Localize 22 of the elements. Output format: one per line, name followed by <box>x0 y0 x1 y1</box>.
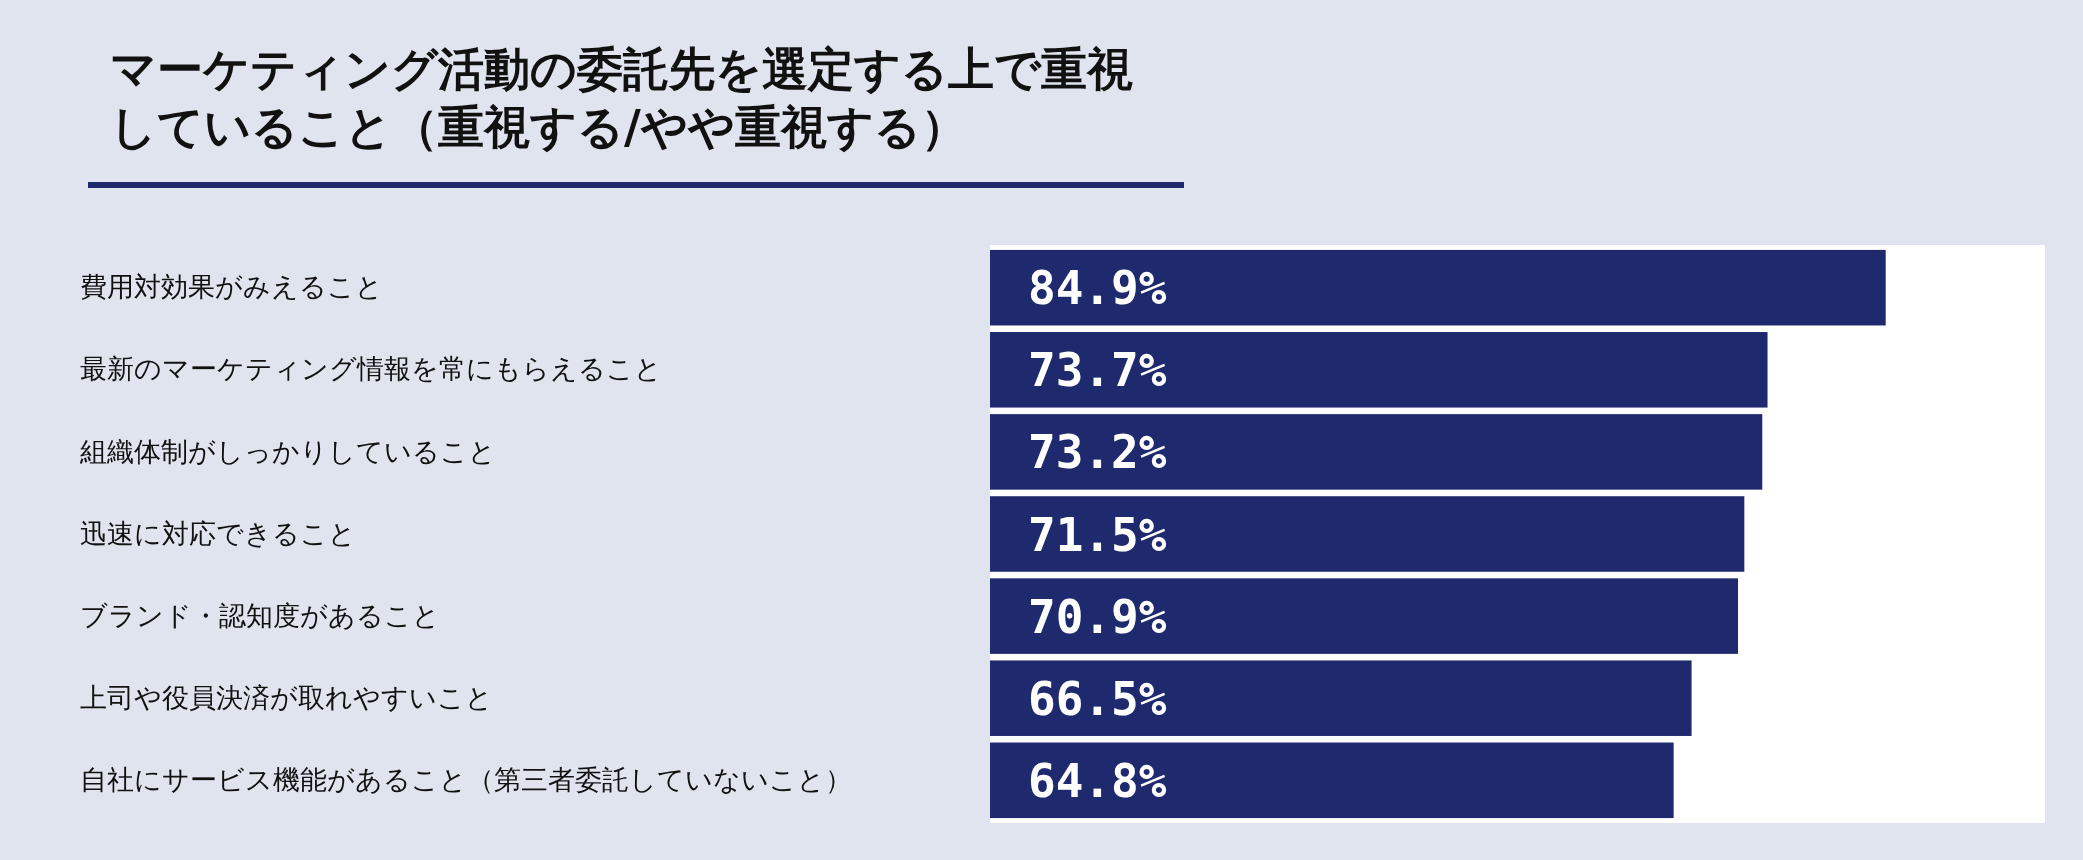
y-tick-label: 上司や役員決済が取れやすいこと <box>80 682 493 713</box>
y-tick-label: 組織体制がしっかりしていること <box>79 436 496 467</box>
bar <box>990 332 1768 408</box>
y-tick-label: 迅速に対応できること <box>80 518 356 549</box>
y-tick-label: 費用対効果がみえること <box>80 272 383 303</box>
y-tick-label: 自社にサービス機能があること（第三者委託していないこと） <box>80 764 852 795</box>
data-label: 66.5% <box>1028 671 1167 726</box>
data-label: 73.2% <box>1028 425 1167 480</box>
y-tick-label: 最新のマーケティング情報を常にもらえること <box>80 354 662 385</box>
bar <box>990 496 1745 572</box>
data-label: 64.8% <box>1028 753 1167 808</box>
data-label: 71.5% <box>1028 507 1167 562</box>
bar <box>990 249 1886 326</box>
bar <box>990 742 1674 819</box>
data-label: 73.7% <box>1028 343 1167 398</box>
text: マーケティング活動の委託先を選定する上で重視していること（重視する/やや重視する） <box>110 42 1133 154</box>
y-tick-label: ブランド・認知度があること <box>80 600 440 631</box>
data-label: 84.9% <box>1028 261 1167 316</box>
data-label: 70.9% <box>1028 589 1167 644</box>
bar <box>990 578 1738 654</box>
bar <box>990 660 1692 736</box>
bar <box>990 414 1763 490</box>
